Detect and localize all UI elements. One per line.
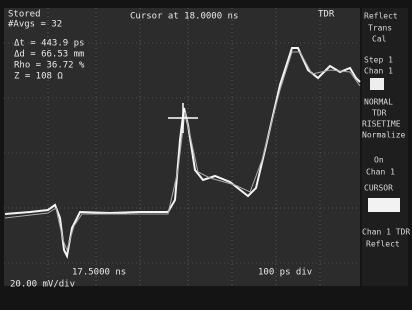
- menu-item[interactable]: Normalize: [362, 131, 406, 140]
- start-time: 17.5000 ns: [72, 268, 126, 278]
- menu-item[interactable]: RISETIME: [362, 120, 401, 129]
- menu-indicator: [370, 78, 384, 90]
- function-label: TDR: [318, 10, 335, 20]
- menu-item[interactable]: On: [374, 156, 384, 165]
- menu-item[interactable]: CURSOR: [364, 184, 393, 193]
- menu-indicator: [368, 198, 400, 212]
- menu-item[interactable]: Chan 1: [366, 168, 395, 177]
- menu-item[interactable]: TDR: [372, 109, 387, 118]
- mode-label: Stored: [8, 10, 41, 20]
- menu-item[interactable]: Cal: [372, 35, 387, 44]
- menu-item[interactable]: Trans: [368, 24, 392, 33]
- menu-item[interactable]: Reflect: [364, 12, 398, 21]
- measurement: Δd = 66.53 mm: [14, 50, 84, 60]
- softkey-menu: Reflect Trans Cal Step 1 Chan 1 NORMAL T…: [362, 8, 410, 286]
- measurement: Δt = 443.9 ps: [14, 39, 84, 49]
- scope-screen: Stored #Avgs = 32 Cursor at 18.0000 ns T…: [0, 0, 412, 310]
- menu-item[interactable]: Chan 1 TDR: [362, 228, 410, 237]
- cursor-readout: Cursor at 18.0000 ns: [130, 12, 238, 22]
- menu-item[interactable]: Step 1: [364, 56, 393, 65]
- measurement: Rho = 36.72 %: [14, 61, 85, 71]
- vertical-scale: 20.00 mV/div: [10, 280, 75, 290]
- measurement: Z = 108 Ω: [14, 72, 63, 82]
- averages-label: #Avgs = 32: [8, 20, 62, 30]
- menu-item[interactable]: NORMAL: [364, 98, 393, 107]
- timebase: 100 ps div: [258, 268, 312, 278]
- menu-item[interactable]: Chan 1: [364, 67, 393, 76]
- menu-item[interactable]: Reflect: [366, 240, 400, 249]
